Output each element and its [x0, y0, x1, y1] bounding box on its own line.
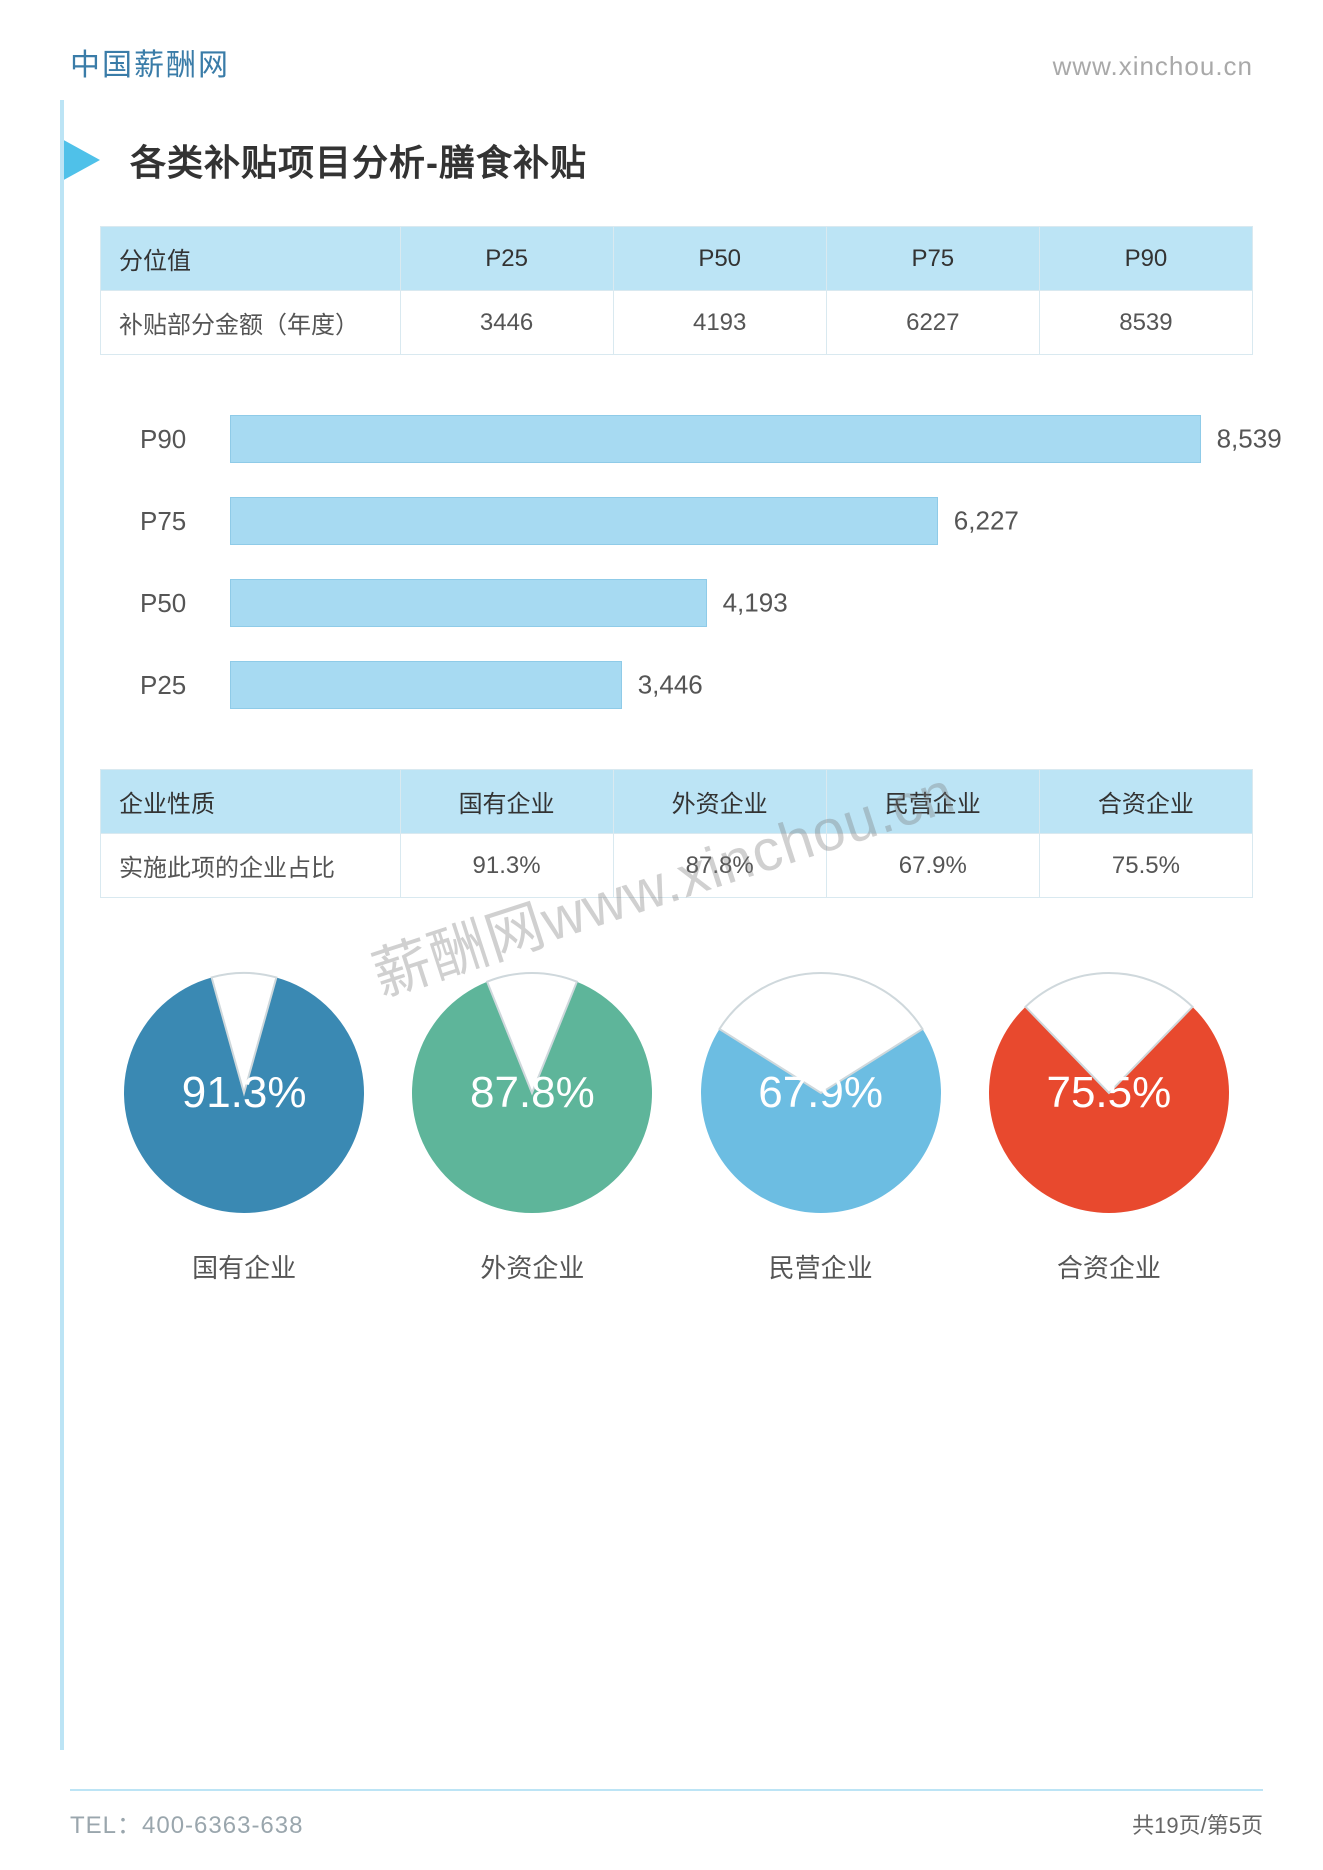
donut-chart: 67.9%: [696, 968, 946, 1218]
page-footer: TEL：400-6363-638 共19页/第5页: [0, 1789, 1323, 1840]
triangle-icon: [60, 138, 100, 182]
table-header: 合资企业: [1039, 770, 1252, 834]
site-url: www.xinchou.cn: [1053, 51, 1253, 82]
donut-percentage: 87.8%: [407, 968, 657, 1218]
footer-page-number: 共19页/第5页: [1132, 1808, 1263, 1840]
hbar-value: 6,227: [954, 506, 1019, 537]
donut-item: 67.9% 民营企业: [696, 968, 946, 1285]
donut-item: 75.5% 合资企业: [984, 968, 1234, 1285]
hbar-fill: [230, 497, 938, 545]
donut-percentage: 67.9%: [696, 968, 946, 1218]
title-row: 各类补贴项目分析-膳食补贴: [60, 134, 1263, 186]
hbar-label: P90: [140, 424, 230, 455]
table-header: P75: [826, 227, 1039, 291]
table-header: P50: [613, 227, 826, 291]
table-row: 分位值 P25 P50 P75 P90: [101, 227, 1253, 291]
enterprise-table: 企业性质 国有企业 外资企业 民营企业 合资企业 实施此项的企业占比 91.3%…: [100, 769, 1253, 898]
donut-item: 87.8% 外资企业: [407, 968, 657, 1285]
hbar-label: P75: [140, 506, 230, 537]
hbar-row: P25 3,446: [140, 661, 1253, 709]
table-cell: 3446: [400, 291, 613, 355]
table-cell: 补贴部分金额（年度）: [101, 291, 401, 355]
hbar-row: P50 4,193: [140, 579, 1253, 627]
table-header: 民营企业: [826, 770, 1039, 834]
hbar-row: P75 6,227: [140, 497, 1253, 545]
hbar-track: 6,227: [230, 497, 1253, 545]
donut-percentage: 75.5%: [984, 968, 1234, 1218]
table-cell: 实施此项的企业占比: [101, 834, 401, 898]
hbar-value: 4,193: [723, 588, 788, 619]
table-header: 分位值: [101, 227, 401, 291]
table-cell: 75.5%: [1039, 834, 1252, 898]
table-header: P25: [400, 227, 613, 291]
table-header: 国有企业: [400, 770, 613, 834]
table-row: 实施此项的企业占比 91.3% 87.8% 67.9% 75.5%: [101, 834, 1253, 898]
table-cell: 87.8%: [613, 834, 826, 898]
footer-rule: [70, 1789, 1263, 1791]
hbar-track: 3,446: [230, 661, 1253, 709]
table-cell: 8539: [1039, 291, 1252, 355]
donut-chart: 87.8%: [407, 968, 657, 1218]
page-header: 中国薪酬网 www.xinchou.cn: [60, 40, 1263, 94]
donut-label: 国有企业: [192, 1248, 296, 1285]
table-row: 补贴部分金额（年度） 3446 4193 6227 8539: [101, 291, 1253, 355]
hbar-value: 3,446: [638, 670, 703, 701]
donut-chart-row: 91.3% 国有企业 87.8% 外资企业 67.9% 民营企业 75.5% 合资企业: [100, 968, 1253, 1285]
hbar-value: 8,539: [1217, 424, 1282, 455]
site-name: 中国薪酬网: [70, 40, 230, 84]
hbar-label: P25: [140, 670, 230, 701]
table-cell: 4193: [613, 291, 826, 355]
table-cell: 6227: [826, 291, 1039, 355]
page-title: 各类补贴项目分析-膳食补贴: [130, 134, 587, 186]
donut-label: 民营企业: [769, 1248, 873, 1285]
hbar-track: 8,539: [230, 415, 1253, 463]
hbar-label: P50: [140, 588, 230, 619]
table-cell: 67.9%: [826, 834, 1039, 898]
donut-chart: 91.3%: [119, 968, 369, 1218]
donut-chart: 75.5%: [984, 968, 1234, 1218]
left-border-rule: [60, 100, 64, 1750]
table-row: 企业性质 国有企业 外资企业 民营企业 合资企业: [101, 770, 1253, 834]
table-cell: 91.3%: [400, 834, 613, 898]
donut-label: 合资企业: [1057, 1248, 1161, 1285]
table-header: 外资企业: [613, 770, 826, 834]
percentile-table: 分位值 P25 P50 P75 P90 补贴部分金额（年度） 3446 4193…: [100, 226, 1253, 355]
donut-label: 外资企业: [480, 1248, 584, 1285]
percentile-bar-chart: P908,539 P75 6,227 P50 4,193 P25 3,446: [140, 415, 1253, 709]
table-header: P90: [1039, 227, 1252, 291]
hbar-fill: [230, 579, 707, 627]
donut-percentage: 91.3%: [119, 968, 369, 1218]
hbar-track: 4,193: [230, 579, 1253, 627]
hbar-row: P908,539: [140, 415, 1253, 463]
hbar-fill: [230, 415, 1201, 463]
table-header: 企业性质: [101, 770, 401, 834]
hbar-fill: [230, 661, 622, 709]
donut-item: 91.3% 国有企业: [119, 968, 369, 1285]
footer-tel: TEL：400-6363-638: [70, 1805, 303, 1840]
